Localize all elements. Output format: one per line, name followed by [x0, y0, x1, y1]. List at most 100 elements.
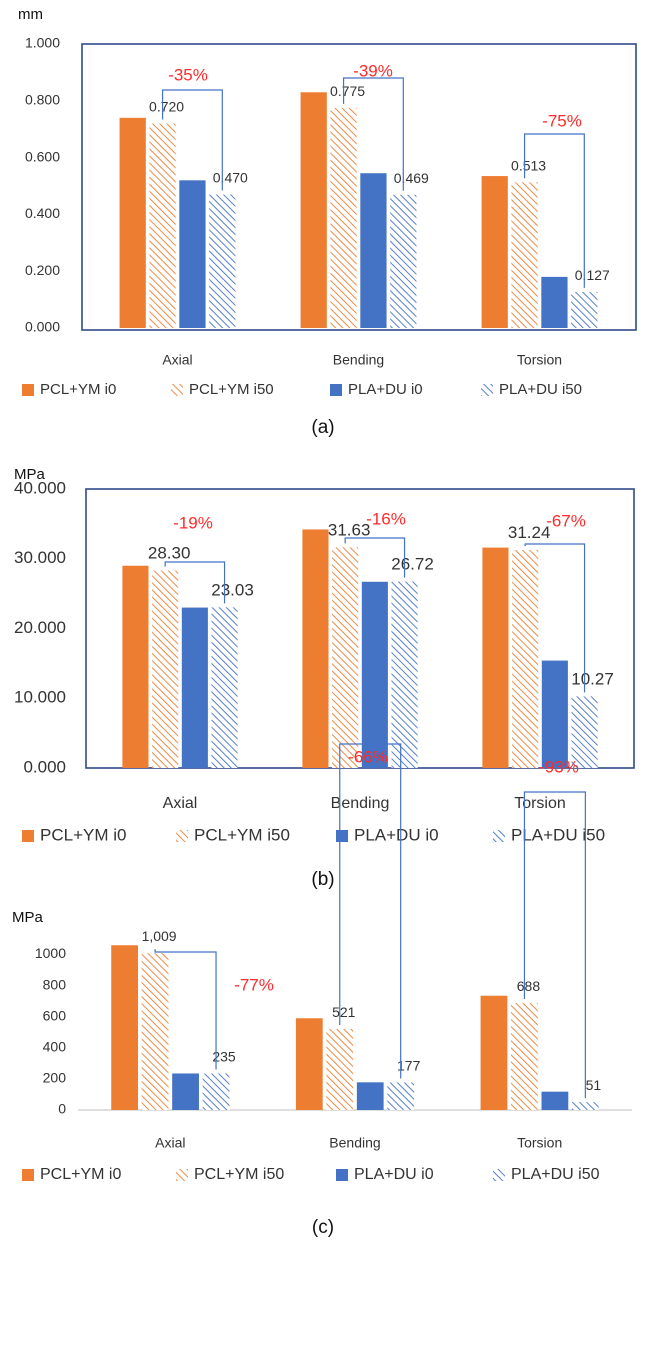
- legend-swatch: [176, 1169, 188, 1181]
- data-label: 1,009: [142, 928, 177, 944]
- reduction-percent: -93%: [539, 757, 579, 776]
- chart-1: mm 0.000 0.200 0.400 0.600 0.800 1.000 0.720 0.4…: [18, 6, 637, 438]
- y-tick-label: 0.200: [25, 262, 60, 278]
- legend-label: PLA+DU i0: [354, 825, 439, 844]
- reduction-bracket: [154, 949, 217, 1070]
- reduction-bracket: [161, 89, 223, 191]
- legend-label: PCL+YM i50: [189, 381, 274, 398]
- reduction-percent: -77%: [234, 975, 274, 994]
- bar-bending-series-3: [356, 1082, 384, 1110]
- reduction-percent: -35%: [168, 65, 208, 84]
- bar-axial-series-3: [172, 1073, 199, 1110]
- legend-swatch: [22, 1169, 34, 1181]
- category-label: Torsion: [514, 795, 566, 812]
- bar-bending-series-4: [387, 1082, 415, 1110]
- bar-torsion-series-2: [511, 182, 538, 328]
- data-label: 0.470: [213, 170, 248, 186]
- reduction-bracket: [523, 133, 585, 288]
- data-label: 51: [586, 1077, 602, 1093]
- bar-bending-series-1: [300, 92, 327, 328]
- bar-axial-series-4: [202, 1073, 230, 1110]
- y-tick-label: 1.000: [25, 35, 60, 51]
- bar-axial-series-3: [181, 607, 208, 768]
- plot-frame: [85, 488, 635, 769]
- y-tick-label: 200: [43, 1070, 67, 1086]
- reduction-bracket: [164, 561, 226, 604]
- bar-bending-series-2: [326, 1029, 354, 1110]
- bar-axial-series-4: [209, 194, 236, 328]
- bar-torsion-series-2: [512, 550, 539, 768]
- bar-torsion-series-1: [482, 547, 509, 768]
- reduction-percent: -75%: [542, 111, 582, 130]
- bar-axial-series-2: [141, 953, 169, 1110]
- legend-label: PCL+YM i50: [194, 1166, 284, 1183]
- legend-label: PLA+DU i50: [511, 1166, 600, 1183]
- bar-axial-series-2: [149, 123, 176, 329]
- y-tick-label: 0.000: [23, 757, 66, 776]
- bar-axial-series-4: [211, 607, 238, 768]
- reduction-bracket: [523, 791, 586, 1099]
- legend-swatch: [171, 384, 183, 396]
- category-label: Axial: [155, 1135, 185, 1151]
- bar-bending-series-3: [360, 173, 387, 328]
- legend-swatch: [481, 384, 493, 396]
- data-label: 235: [212, 1048, 236, 1064]
- chart-2: MPa 0.000 10.000 20.000 30.000 40.000 28.30 23.…: [14, 466, 635, 890]
- y-tick-label: 0.000: [25, 319, 60, 335]
- legend-label: PCL+YM i0: [40, 825, 126, 844]
- figure-caption: (c): [312, 1217, 334, 1238]
- legend: PCL+YM i0 PCL+YM i50 PLA+DU i0 PLA+DU i50: [22, 1166, 600, 1183]
- y-tick-label: 600: [43, 1007, 67, 1023]
- bar-bending-series-4: [391, 581, 418, 768]
- bar-torsion-series-3: [541, 1091, 569, 1110]
- y-tick-label: 0.600: [25, 148, 60, 164]
- bar-torsion-series-3: [541, 276, 568, 328]
- legend-swatch: [330, 384, 342, 396]
- category-label: Bending: [331, 795, 390, 812]
- reduction-bracket: [344, 537, 406, 578]
- data-label: 0.775: [330, 83, 365, 99]
- legend-label: PLA+DU i0: [348, 381, 423, 398]
- legend-swatch: [22, 384, 34, 396]
- bar-axial-series-3: [179, 180, 206, 328]
- data-label: 31.24: [508, 523, 551, 542]
- plot-frame: [81, 43, 637, 331]
- reduction-percent: -39%: [353, 61, 393, 80]
- legend: PCL+YM i0 PCL+YM i50 PLA+DU i0 PLA+DU i50: [22, 825, 605, 844]
- data-label: 0.127: [575, 267, 610, 283]
- bar-axial-series-1: [119, 117, 146, 328]
- bar-torsion-series-4: [571, 696, 598, 768]
- bar-torsion-series-4: [571, 1102, 599, 1110]
- bar-torsion-series-1: [480, 995, 508, 1110]
- y-tick-label: 400: [43, 1039, 67, 1055]
- y-tick-label: 10.000: [14, 688, 66, 707]
- reduction-percent: -16%: [366, 509, 406, 528]
- bar-bending-series-2: [330, 107, 357, 329]
- unit-label: mm: [18, 6, 43, 23]
- data-label: 0.513: [511, 157, 546, 173]
- bar-bending-series-2: [332, 547, 359, 768]
- legend-label: PLA+DU i50: [499, 381, 582, 398]
- reduction-bracket: [342, 77, 404, 191]
- unit-label: MPa: [12, 909, 44, 926]
- bar-torsion-series-2: [511, 1003, 538, 1110]
- data-label: 688: [517, 978, 541, 994]
- y-tick-label: 0: [58, 1101, 66, 1117]
- chart-3: MPa 0 200 400 600 800 1000 1,009 235 Axial -77% 521…: [12, 743, 632, 1238]
- legend-label: PLA+DU i0: [354, 1166, 434, 1183]
- data-label: 177: [397, 1057, 421, 1073]
- reduction-bracket: [524, 543, 586, 693]
- y-tick-label: 30.000: [14, 548, 66, 567]
- bar-bending-series-1: [302, 529, 329, 768]
- data-label: 0.720: [149, 99, 184, 115]
- legend-label: PCL+YM i50: [194, 825, 290, 844]
- y-tick-label: 0.800: [25, 92, 60, 108]
- bar-torsion-series-1: [481, 176, 508, 328]
- category-label: Torsion: [517, 1135, 562, 1151]
- bar-bending-series-1: [295, 1018, 323, 1110]
- data-label: 10.27: [571, 669, 614, 688]
- legend: PCL+YM i0 PCL+YM i50 PLA+DU i0 PLA+DU i50: [22, 381, 582, 398]
- reduction-bracket: [339, 743, 402, 1079]
- figure-caption: (b): [311, 869, 334, 890]
